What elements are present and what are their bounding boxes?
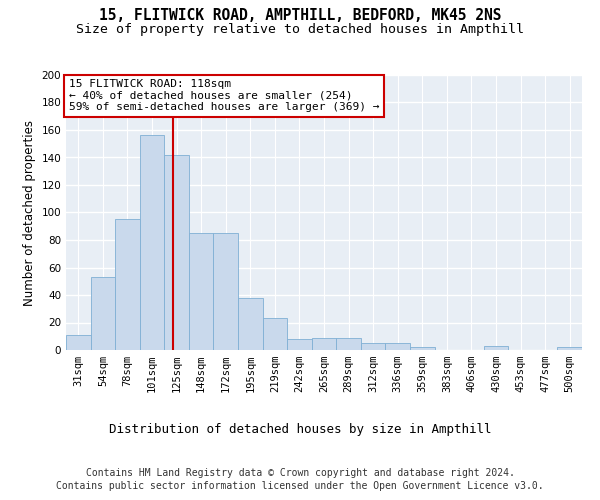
Y-axis label: Number of detached properties: Number of detached properties bbox=[23, 120, 36, 306]
Bar bbox=[484, 346, 508, 350]
Text: Distribution of detached houses by size in Ampthill: Distribution of detached houses by size … bbox=[109, 422, 491, 436]
Bar bbox=[164, 155, 189, 350]
Bar bbox=[312, 338, 336, 350]
Bar bbox=[214, 233, 238, 350]
Bar bbox=[66, 335, 91, 350]
Bar bbox=[189, 233, 214, 350]
Bar bbox=[140, 136, 164, 350]
Bar bbox=[115, 220, 140, 350]
Text: 15 FLITWICK ROAD: 118sqm
← 40% of detached houses are smaller (254)
59% of semi-: 15 FLITWICK ROAD: 118sqm ← 40% of detach… bbox=[68, 79, 379, 112]
Bar bbox=[91, 277, 115, 350]
Text: Contains HM Land Registry data © Crown copyright and database right 2024.: Contains HM Land Registry data © Crown c… bbox=[86, 468, 514, 477]
Text: Contains public sector information licensed under the Open Government Licence v3: Contains public sector information licen… bbox=[56, 481, 544, 491]
Bar bbox=[361, 343, 385, 350]
Bar bbox=[385, 343, 410, 350]
Bar bbox=[336, 338, 361, 350]
Bar bbox=[263, 318, 287, 350]
Bar bbox=[557, 347, 582, 350]
Bar bbox=[287, 339, 312, 350]
Text: 15, FLITWICK ROAD, AMPTHILL, BEDFORD, MK45 2NS: 15, FLITWICK ROAD, AMPTHILL, BEDFORD, MK… bbox=[99, 8, 501, 22]
Bar bbox=[238, 298, 263, 350]
Bar bbox=[410, 347, 434, 350]
Text: Size of property relative to detached houses in Ampthill: Size of property relative to detached ho… bbox=[76, 22, 524, 36]
